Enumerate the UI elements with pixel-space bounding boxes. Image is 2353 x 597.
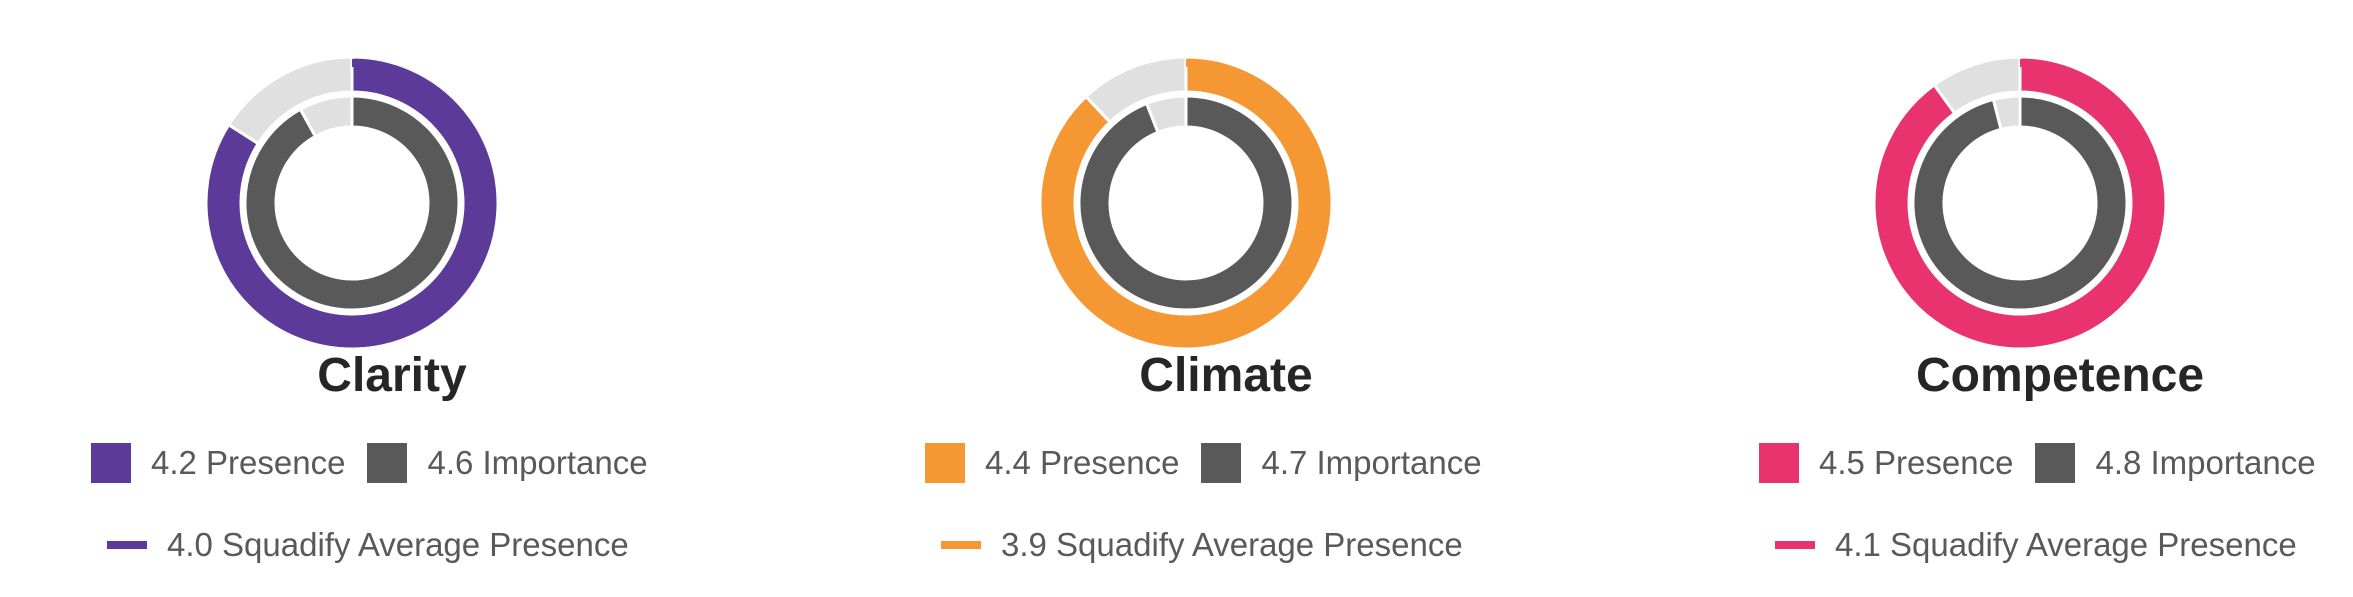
- legend-swatch-average: [107, 541, 147, 549]
- legend-label-importance: 4.7 Importance: [1261, 444, 1482, 481]
- presence-arc: [204, 55, 500, 351]
- legend-label-average: 4.0 Squadify Average Presence: [167, 526, 629, 563]
- presence-track: [1083, 55, 1188, 125]
- presence-arc: [1038, 55, 1334, 351]
- importance-arc: [1911, 94, 2129, 312]
- importance-track: [298, 94, 354, 139]
- legend-primary: 4.2 Presence 4.6 Importance: [91, 443, 648, 483]
- legend-average: 4.1 Squadify Average Presence: [1775, 526, 2297, 564]
- legend-average: 4.0 Squadify Average Presence: [107, 526, 629, 564]
- average-presence-arc: [1876, 59, 2164, 347]
- legend-label-importance: 4.8 Importance: [2095, 444, 2316, 481]
- chart-panel-competence: Competence 4.5 Presence 4.8 Importance 4…: [1668, 0, 2353, 597]
- importance-track: [1991, 94, 2022, 132]
- legend-label-presence: 4.5 Presence: [1819, 444, 2014, 481]
- legend-label-importance: 4.6 Importance: [427, 444, 648, 481]
- average-presence-arc: [208, 59, 496, 347]
- donut-chart-climate: [1038, 55, 1334, 351]
- legend-swatch-presence: [91, 443, 131, 483]
- legend-swatch-importance: [2035, 443, 2076, 483]
- average-presence-arc: [1042, 59, 1330, 347]
- presence-track: [1932, 55, 2022, 116]
- legend-primary: 4.5 Presence 4.8 Importance: [1759, 443, 2316, 483]
- legend-label-average: 3.9 Squadify Average Presence: [1001, 526, 1463, 563]
- legend-swatch-average: [941, 541, 981, 549]
- presence-arc: [1872, 55, 2168, 351]
- legend-swatch-presence: [1759, 443, 1799, 483]
- importance-arc: [243, 94, 461, 312]
- importance-track: [1144, 94, 1188, 135]
- legend-label-presence: 4.2 Presence: [151, 444, 346, 481]
- chart-panel-climate: Climate 4.4 Presence 4.7 Importance 3.9 …: [834, 0, 1618, 597]
- legend-swatch-importance: [1201, 443, 1242, 483]
- legend-primary: 4.4 Presence 4.7 Importance: [925, 443, 1482, 483]
- donut-chart-competence: [1872, 55, 2168, 351]
- presence-track: [226, 55, 354, 146]
- legend-swatch-importance: [367, 443, 408, 483]
- legend-average: 3.9 Squadify Average Presence: [941, 526, 1463, 564]
- chart-title: Competence: [1915, 349, 2205, 402]
- legend-swatch-presence: [925, 443, 965, 483]
- donut-chart-clarity: [204, 55, 500, 351]
- legend-label-average: 4.1 Squadify Average Presence: [1835, 526, 2297, 563]
- legend-label-presence: 4.4 Presence: [985, 444, 1180, 481]
- chart-title: Clarity: [317, 349, 467, 402]
- legend-swatch-average: [1775, 541, 1815, 549]
- chart-title: Climate: [1139, 349, 1313, 402]
- chart-panel-clarity: Clarity 4.2 Presence 4.6 Importance 4.0 …: [0, 0, 784, 597]
- importance-arc: [1077, 94, 1295, 312]
